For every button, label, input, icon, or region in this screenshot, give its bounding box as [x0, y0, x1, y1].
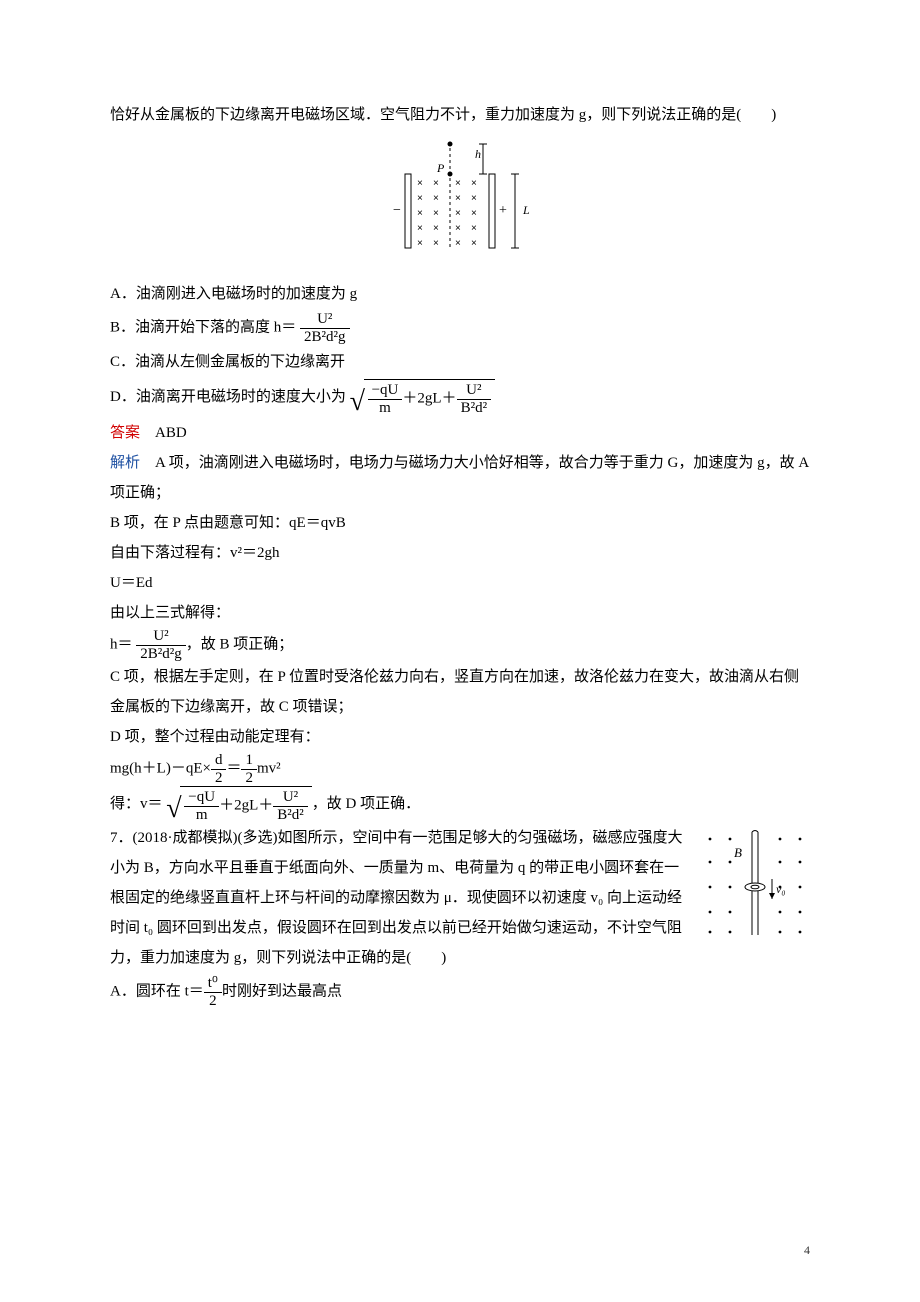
plus-sign: +	[499, 203, 507, 218]
explanation-b4: 由以上三式解得：	[110, 598, 810, 628]
question-stem-cont: 恰好从金属板的下边缘离开电磁场区域．空气阻力不计，重力加速度为 g，则下列说法正…	[110, 100, 810, 130]
option-a: A．油滴刚进入电磁场时的加速度为 g	[110, 279, 810, 309]
explanation-d2: mg(h＋L)－qE×d2＝12mv²	[110, 752, 810, 786]
svg-text:×: ×	[433, 223, 439, 234]
svg-text:×: ×	[433, 178, 439, 189]
svg-text:×: ×	[471, 178, 477, 189]
option-d: D．油滴离开电磁场时的速度大小为 √ −qUm＋2gL＋U²B²d²	[110, 379, 810, 416]
svg-text:×: ×	[417, 238, 423, 249]
svg-text:×: ×	[417, 208, 423, 219]
v0-label: v₀	[776, 882, 786, 896]
capacitor-field-diagram: P h − + × × × × × × × × × × × × × × × × × × × × L	[355, 138, 565, 258]
q7-option-a: A．圆环在 t＝t⁰2时刚好到达最高点	[110, 975, 810, 1009]
svg-text:×: ×	[417, 178, 423, 189]
svg-text:×: ×	[455, 223, 461, 234]
svg-text:×: ×	[417, 193, 423, 204]
option-b-prefix: B．油滴开始下落的高度 h＝	[110, 319, 296, 335]
h-label: h	[475, 147, 481, 161]
answer-line: 答案 ABD	[110, 418, 810, 448]
figure-2: v₀ B	[700, 827, 810, 948]
explanation-a: 解析 A 项，油滴刚进入电磁场时，电场力与磁场力大小恰好相等，故合力等于重力 G…	[110, 448, 810, 508]
svg-text:×: ×	[455, 208, 461, 219]
answer-value: ABD	[140, 425, 187, 441]
q7-text: 7．(2018·成都模拟)(多选)如图所示，空间中有一范围足够大的匀强磁场，磁感…	[110, 830, 682, 966]
explanation-d3: 得：v＝ √ −qUm＋2gL＋U²B²d² ，故 D 项正确．	[110, 786, 810, 823]
rod-ring-diagram: v₀ B	[700, 827, 810, 937]
page-number: 4	[804, 1238, 810, 1262]
option-c: C．油滴从左侧金属板的下边缘离开	[110, 347, 810, 377]
minus-sign: −	[393, 203, 401, 218]
svg-text:×: ×	[471, 223, 477, 234]
svg-text:×: ×	[417, 223, 423, 234]
B-label: B	[734, 845, 742, 860]
option-b-fraction: U² 2B²d²g	[300, 311, 350, 345]
explanation-c: C 项，根据左手定则，在 P 位置时受洛伦兹力向右，竖直方向在加速，故洛伦兹力在…	[110, 662, 810, 722]
svg-text:×: ×	[471, 193, 477, 204]
question-7: v₀ B 7．(2018·成都模拟)(多选)如图所示，空间中有一范围足够大的匀强…	[110, 823, 810, 973]
option-d-sqrt: √ −qUm＋2gL＋U²B²d²	[350, 379, 495, 416]
explanation-b1: B 项，在 P 点由题意可知：qE＝qvB	[110, 508, 810, 538]
v-sqrt: √ −qUm＋2gL＋U²B²d²	[166, 786, 311, 823]
svg-text:×: ×	[471, 238, 477, 249]
svg-text:×: ×	[433, 208, 439, 219]
explanation-d1: D 项，整个过程由动能定理有：	[110, 722, 810, 752]
svg-text:×: ×	[471, 208, 477, 219]
explanation-b3: U＝Ed	[110, 568, 810, 598]
svg-text:×: ×	[433, 193, 439, 204]
svg-text:P: P	[436, 161, 445, 175]
svg-text:×: ×	[455, 178, 461, 189]
option-b: B．油滴开始下落的高度 h＝ U² 2B²d²g	[110, 311, 810, 345]
option-d-prefix: D．油滴离开电磁场时的速度大小为	[110, 389, 346, 405]
L-label: L	[522, 203, 530, 217]
explanation-b5: h＝ U² 2B²d²g ，故 B 项正确；	[110, 628, 810, 662]
document-page: 恰好从金属板的下边缘离开电磁场区域．空气阻力不计，重力加速度为 g，则下列说法正…	[0, 0, 920, 1302]
answer-label: 答案	[110, 425, 140, 441]
svg-text:×: ×	[455, 238, 461, 249]
svg-text:×: ×	[433, 238, 439, 249]
svg-text:×: ×	[455, 193, 461, 204]
figure-1: P h − + × × × × × × × × × × × × × × × × × × × × L	[110, 138, 810, 269]
h-fraction: U² 2B²d²g	[136, 628, 186, 662]
explanation-b2: 自由下落过程有：v²＝2gh	[110, 538, 810, 568]
explain-label: 解析	[110, 455, 140, 471]
